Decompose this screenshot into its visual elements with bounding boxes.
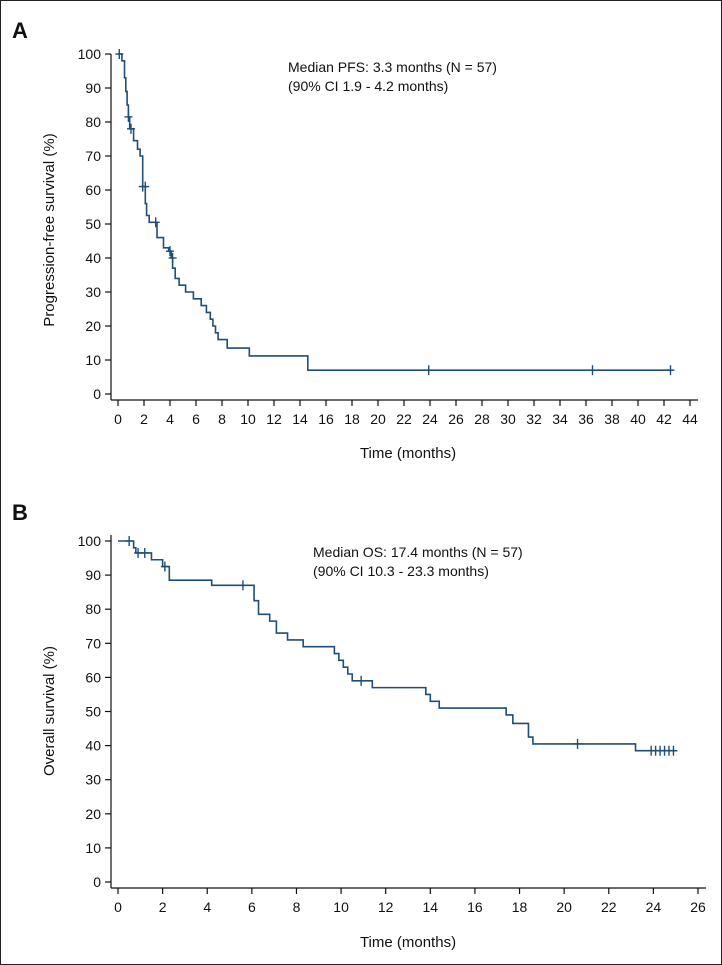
panel-b-x-tick-label: 12 (378, 899, 394, 915)
panel-b-y-axis-title: Overall survival (%) (41, 646, 58, 776)
panel-a-x-tick-label: 30 (500, 411, 516, 427)
panel-a-x-tick-label: 26 (448, 411, 464, 427)
panel-a-x-tick-label: 10 (240, 411, 256, 427)
panel-b-median-annotation: Median OS: 17.4 months (N = 57) (313, 544, 523, 560)
panel-b-x-tick-label: 22 (601, 899, 617, 915)
panel-b-y-tick-label: 30 (85, 772, 101, 788)
panel-b-y-tick-label: 20 (85, 806, 101, 822)
panel-b-x-tick-label: 0 (114, 899, 122, 915)
panel-a-x-tick-label: 18 (344, 411, 360, 427)
panel-b-x-tick-label: 8 (293, 899, 301, 915)
panel-a-x-tick-label: 20 (370, 411, 386, 427)
panel-a-marks (115, 49, 675, 376)
panel-a-survival-curve (118, 53, 674, 371)
panel-b-y-tick-label: 10 (85, 840, 101, 856)
panel-a-y-tick-label: 0 (93, 386, 101, 402)
panel-b-y-tick-label: 100 (78, 533, 102, 549)
panel-b-y-tick-label: 50 (85, 704, 101, 720)
panel-a-x-tick-label: 38 (604, 411, 620, 427)
panel-a-y-tick-label: 30 (85, 284, 101, 300)
panel-a-x-tick-label: 0 (114, 411, 122, 427)
panel-a-y-tick-label: 70 (85, 148, 101, 164)
panel-b-y-tick-label: 70 (85, 635, 101, 651)
panel-a-y-tick-label: 10 (85, 352, 101, 368)
panel-b-x-tick-label: 24 (646, 899, 662, 915)
panel-a-letter: A (12, 18, 28, 43)
panel-a-x-tick-label: 14 (292, 411, 308, 427)
panel-a: A Progression-free survival (%) Time (mo… (12, 18, 698, 462)
panel-a-x-tick-label: 4 (166, 411, 174, 427)
panel-b-x-tick-label: 4 (203, 899, 211, 915)
panel-a-x-tick-label: 16 (318, 411, 334, 427)
panel-b-ticks: 0 2 4 6 8 10 12 14 16 18 20 22 24 2601020304050607080… (78, 533, 706, 915)
panel-b-letter: B (12, 500, 28, 525)
panel-a-x-tick-label: 34 (552, 411, 568, 427)
panel-a-x-tick-label: 42 (656, 411, 672, 427)
panel-a-x-tick-label: 2 (140, 411, 148, 427)
panel-a-x-tick-label: 32 (526, 411, 542, 427)
panel-b-x-tick-label: 20 (556, 899, 572, 915)
panel-a-y-tick-label: 100 (78, 46, 102, 62)
panel-a-y-tick-label: 40 (85, 250, 101, 266)
panel-a-x-axis-title: Time (months) (360, 445, 456, 462)
panel-a-x-tick-label: 12 (266, 411, 282, 427)
panel-a-x-tick-label: 28 (474, 411, 490, 427)
panel-b-x-tick-label: 14 (423, 899, 439, 915)
panel-b-marks (118, 536, 678, 756)
panel-a-y-tick-label: 20 (85, 318, 101, 334)
panel-a-x-tick-label: 40 (630, 411, 646, 427)
panel-b-x-tick-label: 10 (333, 899, 349, 915)
panel-a-y-axis-title: Progression-free survival (%) (41, 133, 58, 326)
panel-b: B Overall survival (%) Time (months) Med… (12, 500, 706, 951)
panel-b-x-axis-title: Time (months) (360, 934, 456, 951)
panel-a-x-tick-label: 6 (192, 411, 200, 427)
panel-b-ci-annotation: (90% CI 10.3 - 23.3 months) (313, 563, 489, 579)
panel-a-x-tick-label: 44 (682, 411, 698, 427)
panel-a-x-tick-label: 24 (422, 411, 438, 427)
panel-b-y-tick-label: 90 (85, 567, 101, 583)
panel-a-y-tick-label: 90 (85, 80, 101, 96)
panel-a-ticks: 0 2 4 6 8 10 12 14 16 18 20 22 24 26 28 30 32 34 36 38 40 42 4… (78, 46, 698, 427)
panel-b-y-tick-label: 0 (93, 874, 101, 890)
panel-a-median-annotation: Median PFS: 3.3 months (N = 57) (288, 59, 497, 75)
panel-a-x-tick-label: 22 (396, 411, 412, 427)
panel-a-x-tick-label: 36 (578, 411, 594, 427)
panel-a-y-tick-label: 50 (85, 216, 101, 232)
panel-a-y-tick-label: 60 (85, 182, 101, 198)
panel-b-x-tick-label: 18 (512, 899, 528, 915)
panel-b-y-tick-label: 40 (85, 738, 101, 754)
panel-a-ci-annotation: (90% CI 1.9 - 4.2 months) (288, 78, 448, 94)
panel-b-x-tick-label: 2 (159, 899, 167, 915)
panel-b-x-tick-label: 26 (690, 899, 706, 915)
panel-b-x-tick-label: 16 (467, 899, 483, 915)
panel-b-x-tick-label: 6 (248, 899, 256, 915)
panel-b-y-tick-label: 60 (85, 669, 101, 685)
panel-b-y-tick-label: 80 (85, 601, 101, 617)
panel-a-x-tick-label: 8 (218, 411, 226, 427)
panel-a-y-tick-label: 80 (85, 114, 101, 130)
